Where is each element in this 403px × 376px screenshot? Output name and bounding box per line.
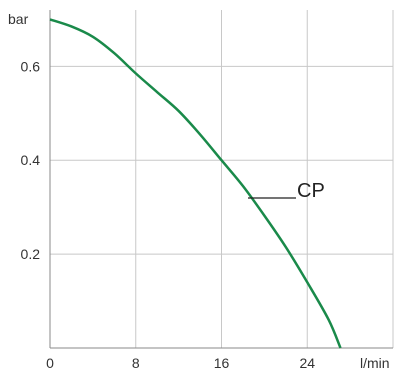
- series-labels: CP: [248, 180, 325, 202]
- series-layer: [49, 18, 342, 349]
- series-line-cp: [49, 18, 342, 349]
- x-tick-label: 24: [299, 355, 315, 371]
- y-tick-label: 0.2: [21, 246, 41, 262]
- y-tick-label: 0.4: [21, 152, 41, 168]
- tick-labels: 0 8 16 24 0.2 0.4 0.6: [21, 58, 316, 371]
- x-tick-label: 8: [132, 355, 140, 371]
- series-label-cp: CP: [297, 180, 325, 202]
- grid: [50, 10, 394, 348]
- x-tick-label: 16: [214, 355, 230, 371]
- y-axis-label: bar: [8, 11, 29, 27]
- axes: [49, 10, 393, 349]
- x-tick-label: 0: [46, 355, 54, 371]
- x-axis-label: l/min: [360, 355, 390, 371]
- y-tick-label: 0.6: [21, 58, 41, 74]
